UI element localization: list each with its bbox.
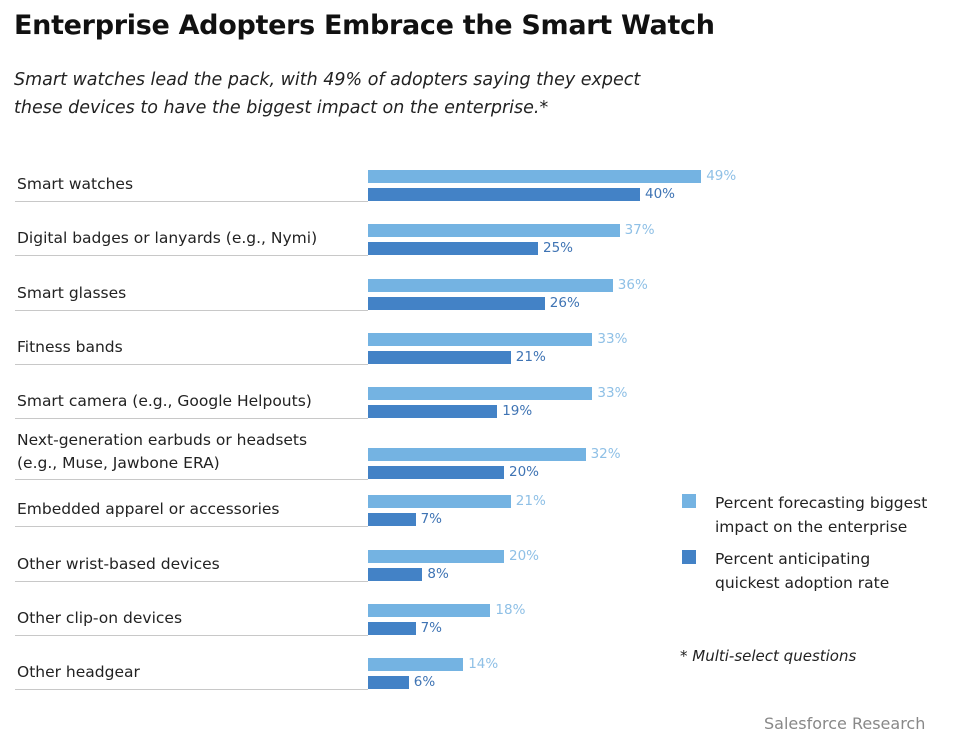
adoption-value-label: 19% bbox=[502, 403, 533, 419]
legend-label-adoption: Percent anticipating quickest adoption r… bbox=[715, 550, 890, 592]
impact-bar bbox=[368, 279, 613, 292]
category-label-other-wrist-based-devices: Other wrist-based devices bbox=[17, 555, 220, 573]
impact-value-label: 33% bbox=[597, 331, 628, 347]
impact-bar bbox=[368, 550, 504, 563]
category-label-smart-glasses: Smart glasses bbox=[17, 284, 127, 302]
impact-bar bbox=[368, 658, 464, 671]
legend-label-impact: Percent forecasting biggest impact on th… bbox=[715, 494, 928, 536]
chart-title: Enterprise Adopters Embrace the Smart Wa… bbox=[14, 10, 715, 41]
footnote: * Multi-select questions bbox=[680, 647, 857, 665]
category-label-fitness-bands: Fitness bands bbox=[17, 338, 123, 356]
row-separator bbox=[15, 255, 368, 256]
category-label-next-generation-earbuds-or-hea: Next-generation earbuds or headsets (e.g… bbox=[17, 431, 308, 472]
impact-bar bbox=[368, 333, 593, 346]
row-separator bbox=[15, 526, 368, 527]
category-label-smart-watches: Smart watches bbox=[17, 175, 134, 193]
adoption-bar bbox=[368, 622, 416, 635]
adoption-bar bbox=[368, 568, 423, 581]
adoption-bar bbox=[368, 405, 498, 418]
chart-subtitle: Smart watches lead the pack, with 49% of… bbox=[14, 70, 641, 118]
source-credit: Salesforce Research bbox=[764, 714, 926, 733]
impact-bar bbox=[368, 495, 511, 508]
impact-value-label: 33% bbox=[597, 385, 628, 401]
legend-swatch-adoption bbox=[682, 550, 696, 564]
adoption-bar bbox=[368, 466, 504, 479]
adoption-bar bbox=[368, 297, 545, 310]
row-separator bbox=[15, 635, 368, 636]
legend-swatch-impact bbox=[682, 494, 696, 508]
category-label-digital-badges-or-lanyards-e-g: Digital badges or lanyards (e.g., Nymi) bbox=[17, 229, 318, 247]
adoption-value-label: 6% bbox=[413, 674, 436, 690]
impact-bar bbox=[368, 224, 620, 237]
impact-value-label: 36% bbox=[617, 277, 648, 293]
adoption-bar bbox=[368, 351, 511, 364]
impact-value-label: 14% bbox=[468, 656, 499, 672]
legend-item-impact: Percent forecasting biggest impact on th… bbox=[682, 491, 935, 539]
legend-item-adoption: Percent anticipating quickest adoption r… bbox=[682, 547, 935, 595]
adoption-value-label: 7% bbox=[420, 511, 443, 527]
category-label-smart-camera-e-g-google-helpou: Smart camera (e.g., Google Helpouts) bbox=[17, 392, 312, 410]
impact-bar bbox=[368, 448, 586, 461]
adoption-value-label: 40% bbox=[645, 186, 676, 202]
adoption-bar bbox=[368, 513, 416, 526]
adoption-bar bbox=[368, 676, 409, 689]
row-separator bbox=[15, 364, 368, 365]
adoption-value-label: 20% bbox=[509, 464, 540, 480]
adoption-value-label: 26% bbox=[549, 295, 580, 311]
impact-bar bbox=[368, 170, 702, 183]
impact-value-label: 32% bbox=[590, 446, 621, 462]
category-label-other-headgear: Other headgear bbox=[17, 663, 140, 681]
row-separator bbox=[15, 201, 368, 202]
impact-value-label: 37% bbox=[624, 222, 655, 238]
adoption-value-label: 8% bbox=[427, 566, 449, 582]
impact-bar bbox=[368, 387, 593, 400]
adoption-value-label: 25% bbox=[543, 240, 574, 256]
impact-value-label: 49% bbox=[706, 168, 737, 184]
impact-value-label: 20% bbox=[509, 548, 540, 564]
category-label-embedded-apparel-or-accessorie: Embedded apparel or accessories bbox=[17, 500, 280, 518]
row-separator bbox=[15, 418, 368, 419]
category-label-other-clip-on-devices: Other clip-on devices bbox=[17, 609, 183, 627]
impact-value-label: 18% bbox=[495, 602, 526, 618]
adoption-bar bbox=[368, 188, 640, 201]
impact-value-label: 21% bbox=[515, 493, 546, 509]
row-separator bbox=[15, 581, 368, 582]
row-separator bbox=[15, 479, 368, 480]
adoption-bar bbox=[368, 242, 538, 255]
adoption-value-label: 21% bbox=[515, 349, 546, 365]
row-separator bbox=[15, 310, 368, 311]
impact-bar bbox=[368, 604, 491, 617]
row-separator bbox=[15, 689, 368, 690]
adoption-value-label: 7% bbox=[420, 620, 443, 636]
